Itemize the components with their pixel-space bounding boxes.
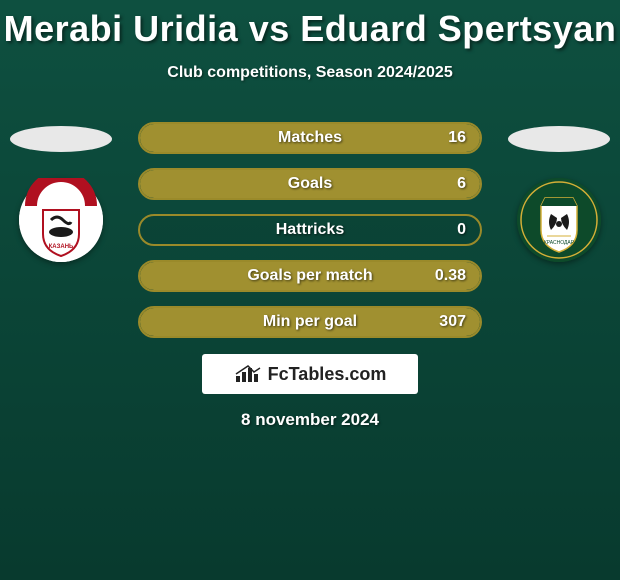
stat-right-value: 307	[439, 308, 466, 336]
player-shadow-right	[508, 126, 610, 152]
stat-label: Goals	[140, 170, 480, 198]
stat-right-value: 6	[457, 170, 466, 198]
club-logo-right: КРАСНОДАР	[517, 178, 601, 262]
date-text: 8 november 2024	[0, 410, 620, 430]
svg-text:РУБИН: РУБИН	[44, 194, 78, 205]
stat-row-goals-per-match: Goals per match 0.38	[138, 260, 482, 292]
svg-text:КРАСНОДАР: КРАСНОДАР	[544, 240, 575, 246]
player-shadow-left	[10, 126, 112, 152]
rubin-kazan-icon: РУБИН КАЗАНЬ	[19, 178, 103, 262]
page-title: Merabi Uridia vs Eduard Spertsyan	[0, 0, 620, 50]
stat-row-matches: Matches 16	[138, 122, 482, 154]
stat-right-value: 0.38	[435, 262, 466, 290]
brand-badge: FcTables.com	[202, 354, 418, 394]
stats-container: Matches 16 Goals 6 Hattricks 0 Goals per…	[138, 122, 482, 352]
club-logo-left: РУБИН КАЗАНЬ	[19, 178, 103, 262]
brand-text: FcTables.com	[268, 364, 387, 385]
stat-row-hattricks: Hattricks 0	[138, 214, 482, 246]
subtitle: Club competitions, Season 2024/2025	[0, 64, 620, 82]
stat-right-value: 0	[457, 216, 466, 244]
stat-row-min-per-goal: Min per goal 307	[138, 306, 482, 338]
bar-chart-icon	[234, 364, 262, 384]
stat-label: Matches	[140, 124, 480, 152]
stat-label: Hattricks	[140, 216, 480, 244]
krasnodar-icon: КРАСНОДАР	[517, 178, 601, 262]
stat-label: Goals per match	[140, 262, 480, 290]
stat-right-value: 16	[448, 124, 466, 152]
stat-row-goals: Goals 6	[138, 168, 482, 200]
svg-text:КАЗАНЬ: КАЗАНЬ	[49, 244, 74, 250]
stat-label: Min per goal	[140, 308, 480, 336]
